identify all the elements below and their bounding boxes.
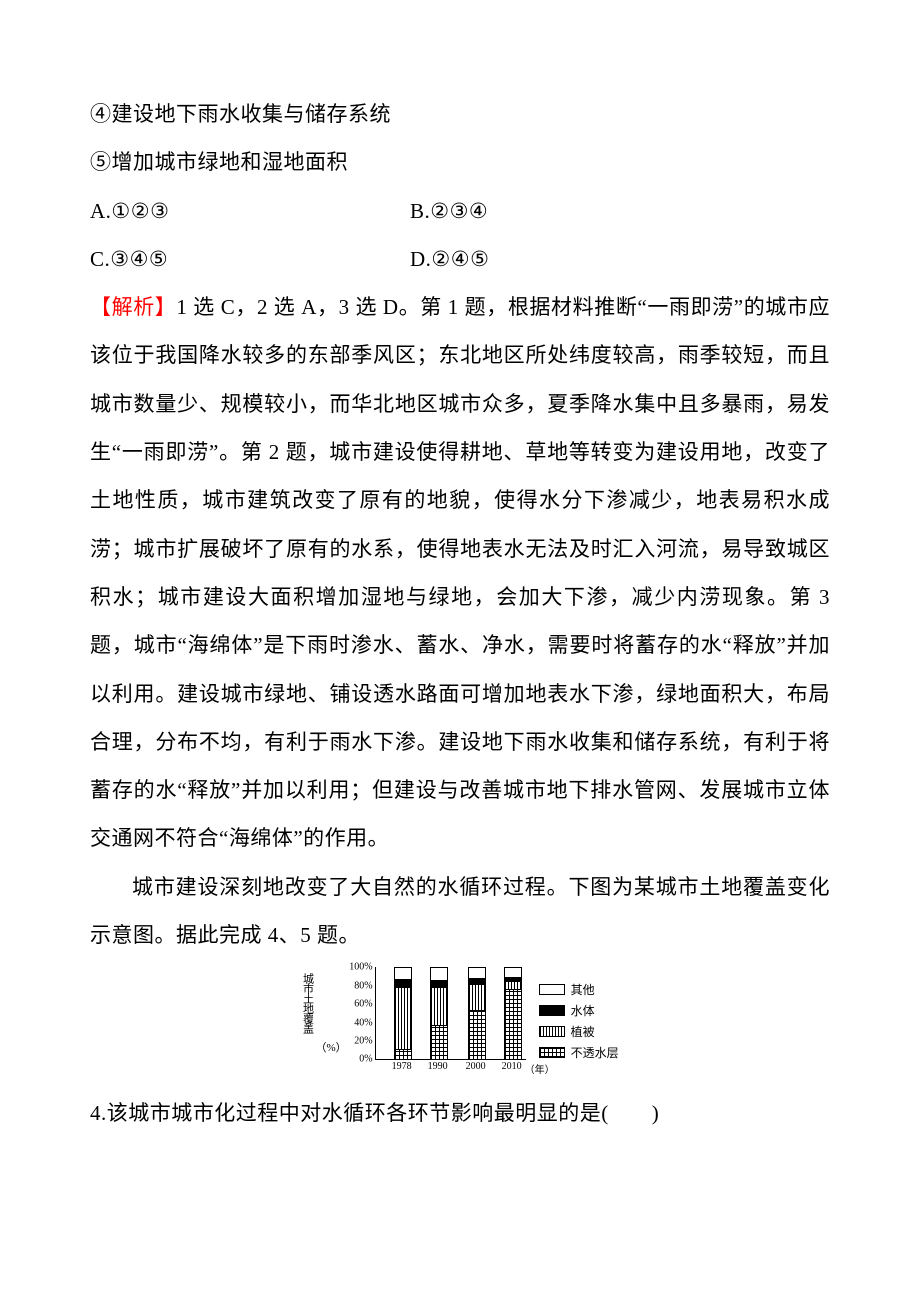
legend-item-veg: 植被 [539, 1023, 619, 1040]
chart-bar [430, 967, 448, 1059]
legend-label: 水体 [571, 1002, 595, 1019]
chart-bar [468, 967, 486, 1059]
legend-label: 其他 [571, 981, 595, 998]
chart-bar-segment-water [395, 979, 411, 986]
chart-bar-segment-other [431, 968, 447, 980]
question-4: 4.该城市城市化过程中对水循环各环节影响最明显的是( ) [90, 1089, 830, 1137]
chart-bar [504, 967, 522, 1059]
chart-bar-segment-veg [395, 987, 411, 1050]
chart-bar-segment-other [395, 968, 411, 979]
legend-swatch [539, 1005, 565, 1016]
chart-legend: 其他水体植被不透水层 [539, 981, 619, 1065]
chart-xtick: 1990 [428, 1061, 448, 1072]
answer-row-ab: A.①②③ B.②③④ [90, 187, 830, 235]
legend-item-other: 其他 [539, 981, 619, 998]
option-5: ⑤增加城市绿地和湿地面积 [90, 138, 830, 186]
legend-swatch [539, 1026, 565, 1037]
chart-xtick: 2010 [502, 1061, 522, 1072]
chart-xtick: 1978 [392, 1061, 412, 1072]
chart-bar-segment-other [505, 968, 521, 976]
chart-ytick: 60% [349, 999, 373, 1010]
chart-bar-segment-veg [431, 987, 447, 1026]
option-4: ④建设地下雨水收集与储存系统 [90, 90, 830, 138]
chart-bar-segment-veg [469, 984, 485, 1010]
land-cover-chart: 城市土地覆盖 （%） 0%20%40%60%80%100%19781990200… [90, 967, 830, 1077]
chart-bar [394, 967, 412, 1059]
legend-item-water: 水体 [539, 1002, 619, 1019]
chart-ytick: 80% [349, 980, 373, 991]
chart-ytick: 20% [349, 1035, 373, 1046]
analysis-body: 1 选 C，2 选 A，3 选 D。第 1 题，根据材料推断“一雨即涝”的城市应… [90, 295, 830, 850]
answer-row-cd: C.③④⑤ D.②④⑤ [90, 235, 830, 283]
chart-bar-segment-other [469, 968, 485, 978]
choice-c: C.③④⑤ [90, 235, 410, 283]
legend-item-imp: 不透水层 [539, 1044, 619, 1061]
legend-swatch [539, 1047, 565, 1058]
document-page: ④建设地下雨水收集与储存系统 ⑤增加城市绿地和湿地面积 A.①②③ B.②③④ … [0, 0, 920, 1198]
analysis-label: 【解析】 [90, 295, 176, 319]
legend-label: 植被 [571, 1023, 595, 1040]
chart-y-unit: （%） [315, 1039, 346, 1055]
chart-ytick: 40% [349, 1017, 373, 1028]
chart-bar-segment-imp [469, 1010, 485, 1061]
chart-y-label: 城市土地覆盖 [301, 973, 313, 1033]
chart-plot-area: 0%20%40%60%80%100%1978199020002010（年） [349, 967, 529, 1077]
chart-bar-segment-imp [505, 989, 521, 1061]
chart-xtick: 2000 [466, 1061, 486, 1072]
choice-b: B.②③④ [410, 187, 488, 235]
choice-d: D.②④⑤ [410, 235, 489, 283]
chart-bar-segment-imp [431, 1025, 447, 1060]
choice-a: A.①②③ [90, 187, 410, 235]
legend-swatch [539, 984, 565, 995]
chart-x-unit: （年） [525, 1061, 555, 1076]
chart-bar-segment-veg [505, 981, 521, 988]
chart-ytick: 100% [349, 962, 373, 973]
chart-bar-segment-imp [395, 1049, 411, 1060]
analysis-paragraph: 【解析】1 选 C，2 选 A，3 选 D。第 1 题，根据材料推断“一雨即涝”… [90, 283, 830, 863]
legend-label: 不透水层 [571, 1044, 619, 1061]
chart-ytick: 0% [349, 1054, 373, 1065]
context-paragraph: 城市建设深刻地改变了大自然的水循环过程。下图为某城市土地覆盖变化示意图。据此完成… [90, 863, 830, 960]
